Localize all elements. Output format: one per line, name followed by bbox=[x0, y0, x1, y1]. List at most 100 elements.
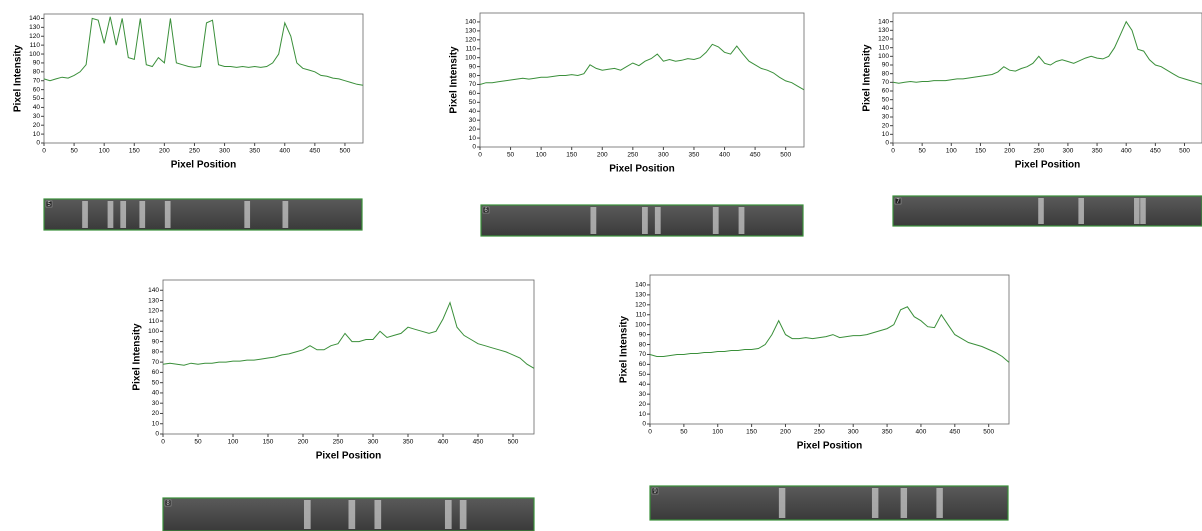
gel-band bbox=[374, 500, 381, 529]
y-tick-label: 100 bbox=[29, 51, 40, 58]
x-tick-label: 350 bbox=[882, 429, 893, 436]
x-tick-label: 200 bbox=[298, 439, 309, 446]
x-tick-label: 400 bbox=[279, 148, 290, 155]
x-tick-label: 250 bbox=[333, 439, 344, 446]
plot-frame bbox=[650, 275, 1009, 424]
gel-band bbox=[304, 500, 311, 529]
gel-band bbox=[139, 201, 145, 228]
y-tick-label: 70 bbox=[33, 77, 41, 84]
gel-band bbox=[108, 201, 114, 228]
y-axis-label: Pixel Intensity bbox=[449, 46, 460, 114]
y-tick-label: 20 bbox=[469, 126, 477, 133]
y-tick-label: 50 bbox=[639, 371, 647, 378]
y-tick-label: 120 bbox=[29, 33, 40, 40]
y-tick-label: 120 bbox=[635, 302, 646, 309]
y-tick-label: 10 bbox=[152, 420, 160, 427]
y-tick-label: 60 bbox=[882, 88, 890, 95]
y-tick-label: 130 bbox=[465, 28, 476, 35]
y-tick-label: 10 bbox=[33, 131, 41, 138]
gel-band bbox=[1078, 198, 1084, 224]
plot-frame bbox=[893, 13, 1202, 143]
x-tick-label: 0 bbox=[648, 429, 652, 436]
gel-band bbox=[713, 207, 719, 234]
x-tick-label: 0 bbox=[161, 439, 165, 446]
x-tick-label: 0 bbox=[42, 148, 46, 155]
gel-strip bbox=[893, 196, 1202, 226]
x-tick-label: 0 bbox=[478, 152, 482, 159]
gel-band bbox=[1038, 198, 1044, 224]
y-tick-label: 20 bbox=[33, 122, 41, 129]
y-tick-label: 120 bbox=[878, 36, 889, 43]
y-tick-label: 90 bbox=[33, 60, 41, 67]
y-tick-label: 0 bbox=[642, 421, 646, 428]
x-tick-label: 500 bbox=[983, 429, 994, 436]
chart: 0102030405060708090100110120130140050100… bbox=[449, 13, 804, 236]
y-axis-label: Pixel Intensity bbox=[13, 44, 24, 112]
y-tick-label: 40 bbox=[882, 105, 890, 112]
figure: 0102030405060708090100110120130140050100… bbox=[0, 0, 1202, 531]
gel-band bbox=[445, 500, 452, 529]
gel-band bbox=[120, 201, 126, 228]
x-tick-label: 300 bbox=[219, 148, 230, 155]
x-tick-label: 350 bbox=[249, 148, 260, 155]
gel-strip bbox=[650, 486, 1008, 520]
y-tick-label: 60 bbox=[469, 90, 477, 97]
x-tick-label: 350 bbox=[1092, 148, 1103, 155]
y-tick-label: 140 bbox=[635, 282, 646, 289]
gel-band bbox=[779, 488, 785, 518]
y-tick-label: 50 bbox=[152, 379, 160, 386]
gel-band bbox=[460, 500, 467, 529]
x-tick-label: 400 bbox=[916, 429, 927, 436]
y-tick-label: 10 bbox=[639, 411, 647, 418]
x-tick-label: 150 bbox=[263, 439, 274, 446]
x-tick-label: 150 bbox=[129, 148, 140, 155]
gel-strip bbox=[44, 199, 362, 230]
y-tick-label: 120 bbox=[465, 37, 476, 44]
y-tick-label: 130 bbox=[148, 297, 159, 304]
x-tick-label: 200 bbox=[1004, 148, 1015, 155]
y-tick-label: 70 bbox=[152, 359, 160, 366]
gel-band bbox=[244, 201, 250, 228]
x-tick-label: 500 bbox=[1179, 148, 1190, 155]
gel-band bbox=[1134, 198, 1140, 224]
x-tick-label: 450 bbox=[750, 152, 761, 159]
x-tick-label: 500 bbox=[508, 439, 519, 446]
y-tick-label: 120 bbox=[148, 308, 159, 315]
x-tick-label: 250 bbox=[189, 148, 200, 155]
y-tick-label: 30 bbox=[469, 117, 477, 124]
y-tick-label: 130 bbox=[29, 24, 40, 31]
y-tick-label: 140 bbox=[465, 19, 476, 26]
y-tick-label: 100 bbox=[465, 54, 476, 61]
x-axis-label: Pixel Position bbox=[797, 441, 863, 452]
x-axis-label: Pixel Position bbox=[609, 164, 675, 175]
gel-band bbox=[642, 207, 648, 234]
x-tick-label: 300 bbox=[848, 429, 859, 436]
gel-band bbox=[901, 488, 907, 518]
x-tick-label: 150 bbox=[566, 152, 577, 159]
x-axis-label: Pixel Position bbox=[1015, 160, 1081, 171]
y-tick-label: 60 bbox=[639, 361, 647, 368]
x-axis-label: Pixel Position bbox=[316, 451, 382, 462]
gel-band bbox=[1140, 198, 1146, 224]
y-tick-label: 110 bbox=[466, 45, 477, 52]
y-tick-label: 10 bbox=[882, 131, 890, 138]
x-tick-label: 150 bbox=[746, 429, 757, 436]
y-tick-label: 80 bbox=[639, 341, 647, 348]
y-tick-label: 60 bbox=[33, 86, 41, 93]
x-tick-label: 100 bbox=[228, 439, 239, 446]
x-tick-label: 450 bbox=[309, 148, 320, 155]
y-tick-label: 20 bbox=[639, 401, 647, 408]
y-tick-label: 40 bbox=[152, 390, 160, 397]
page: {"chart_data": [ {"type": "line", "xlabe… bbox=[0, 0, 1202, 531]
x-tick-label: 300 bbox=[658, 152, 669, 159]
y-tick-label: 80 bbox=[33, 69, 41, 76]
x-tick-label: 450 bbox=[949, 429, 960, 436]
x-tick-label: 100 bbox=[536, 152, 547, 159]
y-tick-label: 100 bbox=[635, 321, 646, 328]
x-tick-label: 50 bbox=[919, 148, 927, 155]
x-tick-label: 150 bbox=[975, 148, 986, 155]
y-tick-label: 70 bbox=[639, 351, 647, 358]
